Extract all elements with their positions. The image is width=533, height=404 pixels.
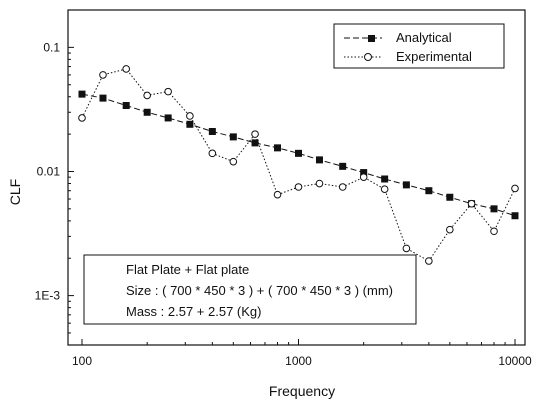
data-point-analytical	[186, 120, 194, 128]
annotation-line-2: Size : ( 700 * 450 * 3 ) + ( 700 * 450 *…	[126, 283, 393, 298]
annotation-box: Flat Plate + Flat plate Size : ( 700 * 4…	[83, 254, 417, 325]
data-point-experimental	[511, 184, 519, 193]
data-point-analytical	[295, 149, 302, 157]
data-point-experimental	[446, 225, 454, 234]
data-point-experimental	[164, 87, 172, 96]
data-point-experimental	[402, 244, 411, 253]
data-point-analytical	[78, 90, 86, 98]
data-point-analytical	[511, 212, 519, 220]
legend-marker-experimental	[364, 53, 372, 61]
y-tick-label: 0.1	[43, 40, 60, 54]
annotation-frame	[83, 254, 417, 325]
data-point-experimental	[425, 257, 433, 265]
x-tick-label: 1000	[285, 354, 312, 368]
data-point-experimental	[229, 157, 238, 166]
legend-label-experimental: Experimental	[396, 49, 472, 64]
data-point-analytical	[274, 144, 282, 152]
legend-box	[333, 23, 505, 69]
x-axis-title: Frequency	[269, 383, 335, 399]
data-point-experimental	[315, 179, 324, 188]
data-point-experimental	[78, 114, 86, 122]
data-point-analytical	[251, 139, 259, 147]
data-point-analytical	[446, 193, 454, 201]
data-point-analytical	[402, 181, 410, 189]
data-point-experimental	[143, 91, 151, 100]
data-point-analytical	[229, 133, 237, 141]
annotation-line-3: Mass : 2.57 + 2.57 (Kg)	[126, 304, 261, 319]
data-point-analytical	[164, 114, 172, 122]
data-point-experimental	[380, 185, 389, 193]
data-point-analytical	[143, 108, 151, 116]
data-point-analytical	[490, 205, 498, 213]
data-point-experimental	[294, 183, 303, 191]
data-point-experimental	[122, 65, 130, 73]
data-point-analytical	[208, 127, 216, 135]
data-point-analytical	[122, 102, 130, 110]
data-point-analytical	[360, 169, 368, 177]
data-point-experimental	[251, 130, 259, 138]
annotation-line-1: Flat Plate + Flat plate	[126, 262, 249, 277]
data-point-experimental	[359, 173, 368, 181]
data-point-analytical	[381, 175, 389, 183]
legend-marker-analytical	[368, 35, 375, 42]
data-point-experimental	[273, 190, 282, 199]
data-point-experimental	[208, 149, 217, 158]
legend: Analytical Experimental	[333, 23, 505, 69]
data-point-analytical	[425, 187, 433, 195]
data-point-experimental	[467, 199, 476, 208]
legend-label-analytical: Analytical	[396, 30, 452, 45]
data-point-experimental	[490, 227, 498, 236]
data-point-analytical	[315, 156, 323, 164]
data-point-experimental	[186, 112, 194, 120]
series-layer	[78, 65, 519, 265]
x-tick-label: 10000	[498, 354, 532, 368]
y-tick-label: 0.01	[37, 164, 61, 178]
data-point-experimental	[338, 183, 347, 191]
data-point-analytical	[99, 94, 107, 102]
data-point-experimental	[99, 71, 107, 79]
tick-layer: 100 1000 10000 0.1 0.01 1E-3	[35, 9, 532, 368]
y-axis-title: CLF	[7, 179, 23, 205]
y-tick-label: 1E-3	[35, 289, 61, 303]
x-tick-label: 100	[72, 354, 92, 368]
series-line-analytical	[81, 93, 516, 217]
data-point-analytical	[339, 162, 347, 170]
